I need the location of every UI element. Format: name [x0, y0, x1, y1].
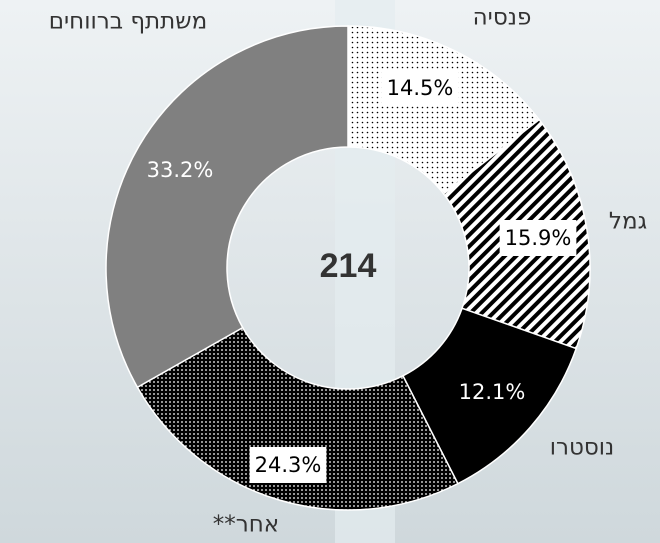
category-label: גמל — [609, 209, 647, 235]
category-label: משתתף ברווחים — [49, 9, 207, 35]
value-label: 24.3% — [255, 453, 322, 477]
donut-slice — [347, 25, 541, 195]
value-label-box — [381, 70, 459, 106]
donut-slice — [136, 326, 459, 511]
value-label: 14.5% — [387, 76, 454, 100]
value-label: 33.2% — [147, 158, 214, 182]
category-label: נוסטרו — [550, 435, 615, 461]
category-label: פנסיה — [473, 5, 532, 31]
center-label: 214 — [320, 247, 377, 285]
donut-slice — [105, 25, 349, 389]
value-label: 12.1% — [459, 380, 526, 404]
value-label-box — [249, 447, 327, 483]
value-label-box — [453, 374, 531, 410]
value-label: 15.9% — [505, 226, 572, 250]
value-label-box — [499, 220, 577, 256]
category-label: אחר** — [213, 512, 279, 538]
